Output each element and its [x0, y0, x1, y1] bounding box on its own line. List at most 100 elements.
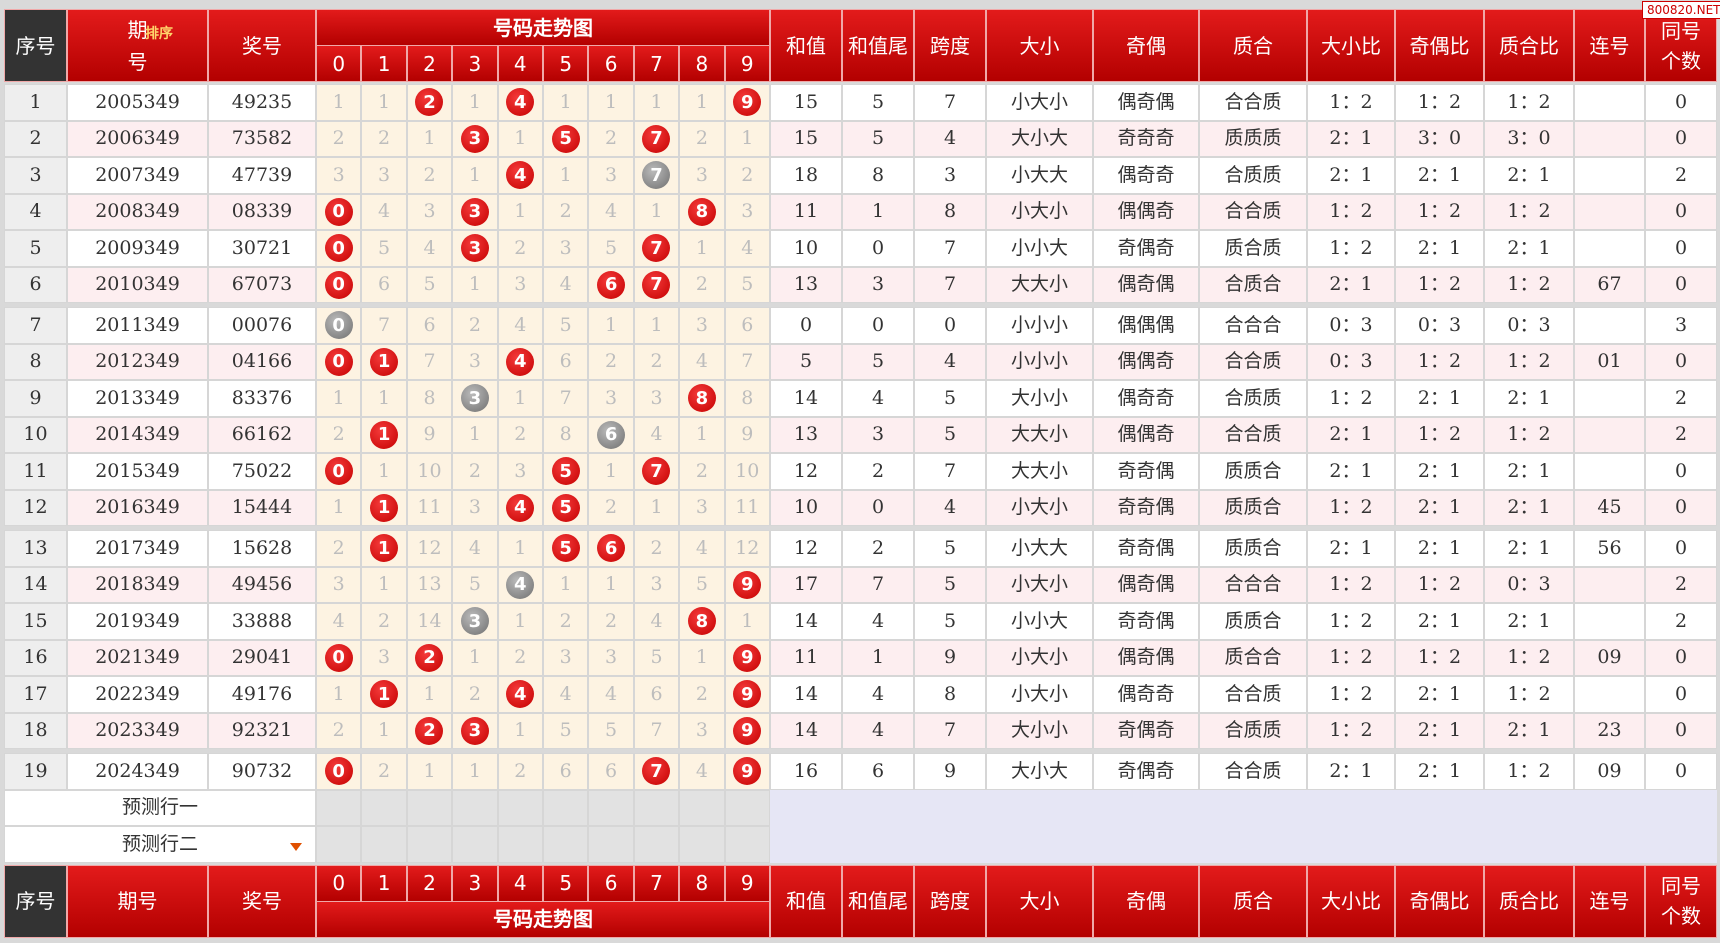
hit-ball: 0	[324, 234, 353, 263]
predict-cell[interactable]	[452, 789, 498, 826]
trend-cell: 1	[316, 380, 362, 417]
miss-count: 3	[605, 386, 618, 409]
miss-count: 2	[514, 236, 527, 259]
predict-cell[interactable]	[588, 826, 634, 863]
header-cell: 0	[316, 45, 362, 82]
trend-cell: 3	[497, 453, 543, 490]
stat-cell: 0	[1645, 230, 1717, 267]
stat-cell: 小小大	[986, 230, 1093, 267]
miss-count: 1	[605, 90, 618, 113]
hit-ball: 8	[687, 384, 716, 413]
stat-cell: 1：2	[1484, 639, 1574, 676]
stat-cell: 1：2	[1484, 193, 1574, 230]
predict-cell[interactable]	[497, 789, 543, 826]
predict-cell[interactable]	[452, 826, 498, 863]
predict-cell[interactable]	[588, 789, 634, 826]
trend-cell: 1	[497, 603, 543, 640]
predict-cell[interactable]	[724, 826, 770, 863]
predict-label: 预测行二	[4, 826, 316, 863]
miss-count: 1	[695, 646, 708, 669]
trend-cell: 1	[633, 489, 680, 526]
predict-cell[interactable]	[361, 826, 407, 863]
stat-cell: 5	[770, 343, 842, 380]
predict-cell[interactable]	[497, 826, 543, 863]
header-digit: 4	[513, 871, 527, 895]
miss-count: 3	[378, 163, 391, 186]
trend-cell: 5	[543, 453, 589, 490]
trend-cell: 3	[588, 380, 634, 417]
stat-cell: 2：1	[1395, 753, 1484, 790]
row-issue: 2013349	[67, 380, 208, 417]
stat-cell: 奇奇偶	[1093, 603, 1199, 640]
trend-cell: 9	[724, 639, 770, 676]
trend-cell: 1	[633, 193, 680, 230]
trend-cell: 5	[588, 712, 634, 749]
miss-count: 1	[650, 90, 663, 113]
miss-count: 6	[650, 682, 663, 705]
hit-ball: 2	[415, 88, 444, 117]
stat-cell: 5	[914, 416, 986, 453]
trend-cell: 14	[406, 603, 453, 640]
stat-cell: 小大小	[986, 676, 1093, 713]
stat-cell: 1：2	[1484, 676, 1574, 713]
stat-cell: 质合合	[1199, 639, 1307, 676]
header-cell: 质合比	[1484, 864, 1574, 938]
stat-cell: 5	[842, 120, 914, 157]
predict-cell[interactable]	[724, 789, 770, 826]
stat-cell: 56	[1574, 530, 1645, 567]
predict-cell[interactable]	[543, 789, 589, 826]
trend-cell: 3	[588, 639, 634, 676]
predict-cell[interactable]	[679, 826, 725, 863]
miss-count: 1	[378, 459, 391, 482]
stat-cell: 0：3	[1484, 307, 1574, 344]
stat-cell: 1：2	[1395, 416, 1484, 453]
trend-cell: 1	[497, 530, 543, 567]
stat-cell: 质质质	[1199, 120, 1307, 157]
predict-cell[interactable]	[316, 789, 362, 826]
stat-cell: 0：3	[1307, 307, 1395, 344]
stat-cell: 2：1	[1395, 489, 1484, 526]
miss-count: 3	[695, 719, 708, 742]
trend-cell: 2	[679, 453, 725, 490]
hit-ball: 1	[370, 420, 399, 449]
trend-cell: 1	[361, 530, 407, 567]
stat-cell	[1574, 603, 1645, 640]
stat-cell: 1：2	[1307, 193, 1395, 230]
predict-cell[interactable]	[543, 826, 589, 863]
header-digit: 3	[468, 51, 482, 76]
repeat-ball: 6	[597, 420, 626, 449]
stat-cell: 0	[842, 489, 914, 526]
predict-cell[interactable]	[633, 789, 680, 826]
hit-ball: 1	[370, 347, 399, 376]
row-prize: 15628	[208, 530, 316, 567]
miss-count: 7	[378, 313, 391, 336]
header-digit: 8	[695, 871, 709, 895]
stat-cell: 2：1	[1484, 530, 1574, 567]
stat-cell: 小大小	[986, 193, 1093, 230]
predict-cell[interactable]	[406, 826, 453, 863]
trend-cell: 3	[361, 639, 407, 676]
stat-cell: 偶奇奇	[1093, 380, 1199, 417]
stat-cell: 5	[914, 603, 986, 640]
predict-cell[interactable]	[679, 789, 725, 826]
predict-cell[interactable]	[406, 789, 453, 826]
trend-cell: 2	[406, 84, 453, 121]
miss-count: 9	[741, 423, 754, 446]
predict-cell[interactable]	[316, 826, 362, 863]
hit-ball: 0	[324, 457, 353, 486]
trend-cell: 1	[679, 416, 725, 453]
hit-ball: 0	[324, 643, 353, 672]
predict-cell[interactable]	[633, 826, 680, 863]
stat-cell: 偶偶奇	[1093, 416, 1199, 453]
miss-count: 3	[468, 350, 481, 373]
trend-cell: 3	[543, 230, 589, 267]
stat-cell: 奇偶奇	[1093, 753, 1199, 790]
stat-cell: 2：1	[1395, 453, 1484, 490]
predict-cell[interactable]	[361, 789, 407, 826]
miss-count: 5	[378, 236, 391, 259]
trend-cell: 1	[361, 566, 407, 603]
header-col: 大小比	[1321, 889, 1381, 913]
hit-ball: 5	[551, 493, 580, 522]
sort-button[interactable]: 排序	[145, 26, 173, 42]
header-cell: 奇偶	[1093, 9, 1199, 82]
